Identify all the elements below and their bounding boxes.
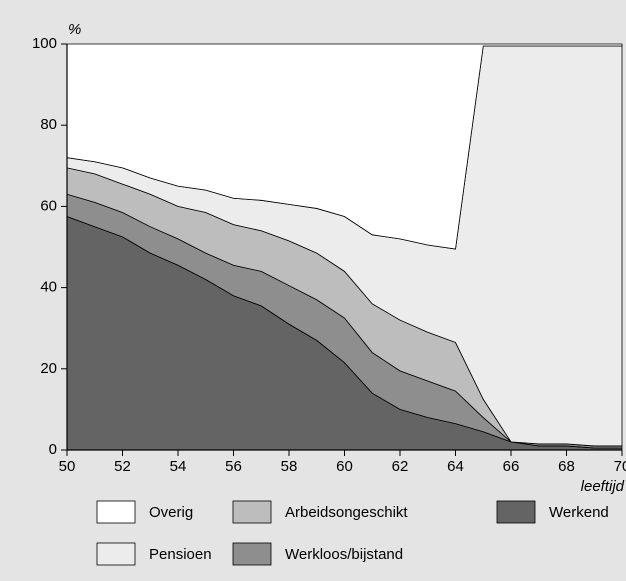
legend-label: Arbeidsongeschikt [285,504,408,521]
legend-swatch [96,542,136,566]
y-axis-label: % [68,21,81,38]
x-tick-label: 60 [336,458,353,475]
area [66,43,623,250]
x-tick-label: 50 [59,458,76,475]
legend-swatch [96,500,136,524]
y-tick-label: 0 [49,441,57,458]
legend-swatch [232,542,272,566]
y-tick-label: 100 [32,35,57,52]
x-tick-label: 54 [170,458,187,475]
x-tick-label: 70 [614,458,626,475]
y-tick-label: 20 [40,360,57,377]
x-axis-label: leeftijd [581,478,625,495]
x-tick-label: 62 [392,458,409,475]
x-tick-label: 58 [281,458,298,475]
legend-label: Pensioen [149,546,212,563]
x-tick-label: 56 [225,458,242,475]
y-tick-label: 60 [40,197,57,214]
legend-swatch [232,500,272,524]
legend-swatch [496,500,536,524]
y-tick-label: 80 [40,116,57,133]
legend-label: Overig [149,504,193,521]
y-tick-label: 40 [40,279,57,296]
x-tick-label: 64 [447,458,464,475]
legend-label: Werkend [549,504,609,521]
x-tick-label: 52 [114,458,131,475]
x-tick-label: 66 [503,458,520,475]
x-tick-label: 68 [558,458,575,475]
legend-label: Werkloos/bijstand [285,546,403,563]
